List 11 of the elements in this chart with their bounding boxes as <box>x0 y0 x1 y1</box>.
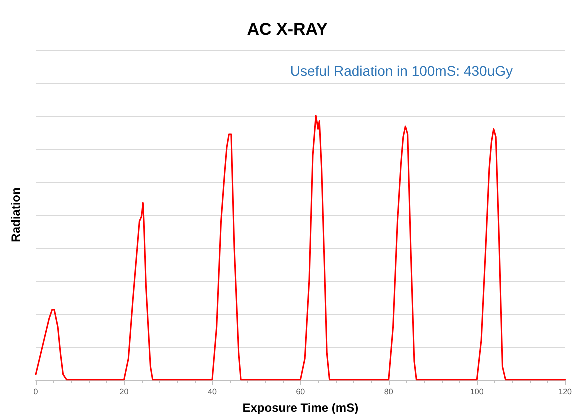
x-tick-label: 0 <box>34 388 39 396</box>
y-axis-title: Radiation <box>9 188 23 242</box>
x-tick-label: 80 <box>384 388 394 396</box>
x-tick-label: 20 <box>120 388 130 396</box>
x-tick-label: 100 <box>470 388 484 396</box>
x-tick-label: 60 <box>296 388 306 396</box>
x-axis-title: Exposure Time (mS) <box>242 401 359 415</box>
text: Useful Radiation in 100mS: 430uGy <box>290 63 514 79</box>
chart-title: AC X-RAY <box>247 20 328 39</box>
x-tick-label: 120 <box>558 388 573 396</box>
x-tick-label: 40 <box>208 388 218 396</box>
